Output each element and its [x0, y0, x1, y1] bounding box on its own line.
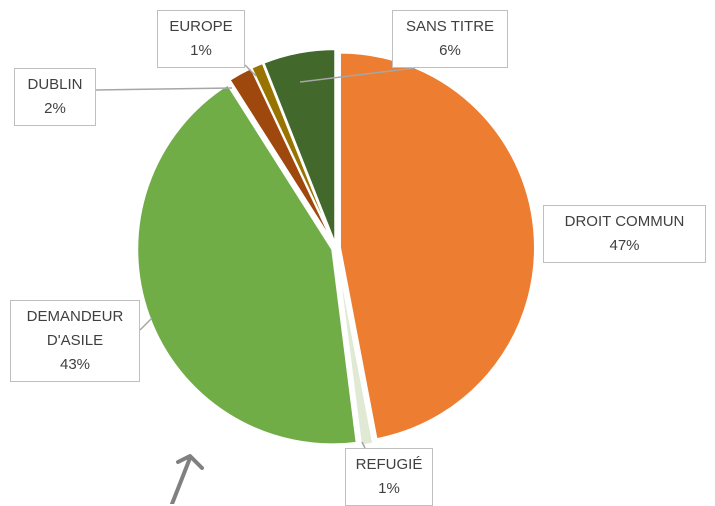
category-label: REFUGIÉ: [355, 456, 423, 473]
data-label: REFUGIÉ 1%: [345, 448, 433, 506]
leader-line: [139, 317, 153, 331]
category-label: DROIT COMMUN: [564, 213, 685, 230]
leader-line: [361, 441, 366, 449]
value-label: 1%: [190, 42, 212, 59]
data-label: DUBLIN 2%: [14, 68, 96, 126]
category-label: DUBLIN: [27, 76, 83, 93]
value-label: 43%: [59, 356, 91, 373]
leader-line: [95, 87, 233, 91]
pie-slice: [335, 251, 375, 447]
leader-line: [244, 64, 257, 77]
value-label: 1%: [378, 480, 400, 497]
data-label: EUROPE 1%: [157, 10, 245, 68]
pie-slice: [262, 48, 337, 245]
value-label: 6%: [439, 42, 461, 59]
data-label: SANS TITRE 6%: [392, 10, 508, 68]
pie-slice: [136, 83, 358, 446]
category-label: SANS TITRE: [405, 18, 495, 35]
data-label: DROIT COMMUN 47%: [543, 205, 706, 263]
data-label: DEMANDEUR D'ASILE 43%: [10, 300, 140, 382]
pie-slice: [338, 51, 536, 441]
category-label: EUROPE: [169, 18, 233, 35]
arrow: [170, 454, 204, 504]
value-label: 47%: [609, 237, 640, 254]
category-label: DEMANDEUR D'ASILE: [26, 308, 124, 349]
value-label: 2%: [44, 100, 66, 117]
leader-line: [299, 67, 416, 83]
